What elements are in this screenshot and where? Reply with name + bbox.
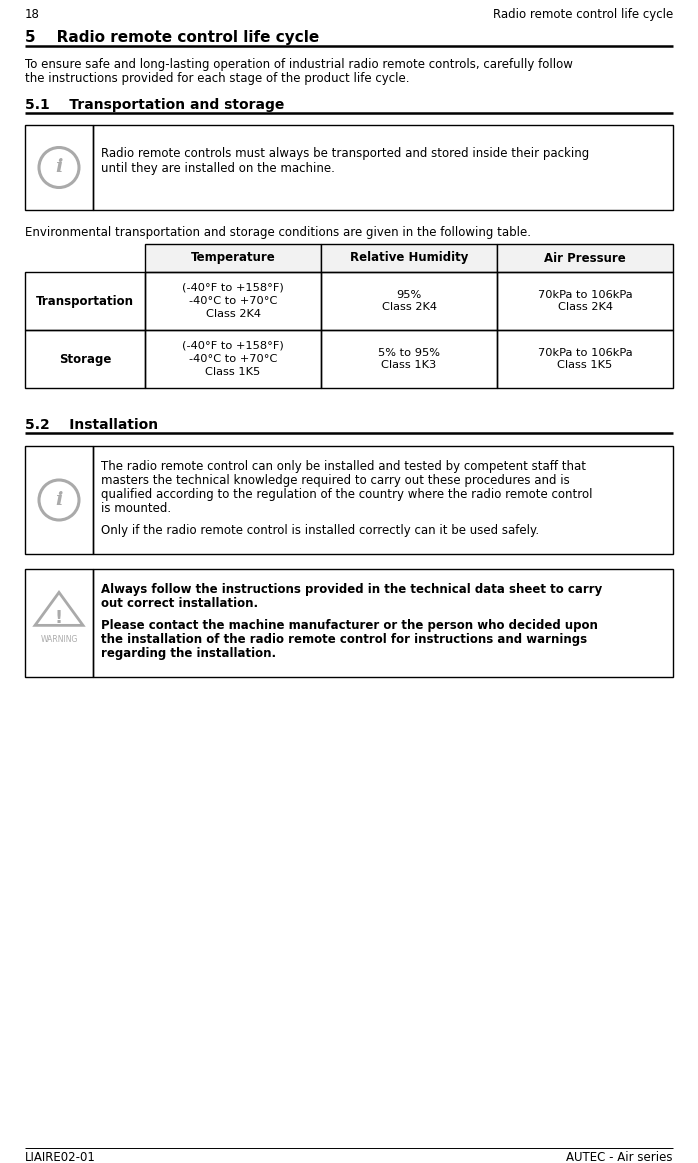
Bar <box>25 272 145 330</box>
Text: 5.2    Installation: 5.2 Installation <box>25 418 158 431</box>
Text: Class 1K5: Class 1K5 <box>558 361 613 371</box>
Bar <box>93 445 673 554</box>
Text: Class 2K4: Class 2K4 <box>382 302 436 313</box>
Text: -40°C to +70°C: -40°C to +70°C <box>189 354 277 364</box>
Text: 5    Radio remote control life cycle: 5 Radio remote control life cycle <box>25 30 319 45</box>
Text: 5% to 95%: 5% to 95% <box>378 348 440 357</box>
Bar <box>93 124 673 211</box>
Text: Only if the radio remote control is installed correctly can it be used safely.: Only if the radio remote control is inst… <box>101 525 539 537</box>
Text: Always follow the instructions provided in the technical data sheet to carry: Always follow the instructions provided … <box>101 583 602 595</box>
Bar <box>145 330 321 388</box>
Text: Environmental transportation and storage conditions are given in the following t: Environmental transportation and storage… <box>25 226 531 240</box>
Text: !: ! <box>55 609 63 627</box>
Bar <box>497 272 673 330</box>
Text: Air Pressure: Air Pressure <box>544 251 626 264</box>
Text: WARNING: WARNING <box>40 635 77 644</box>
Text: the installation of the radio remote control for instructions and warnings: the installation of the radio remote con… <box>101 633 587 645</box>
Text: LIAIRE02-01: LIAIRE02-01 <box>25 1151 96 1163</box>
Text: Class 1K3: Class 1K3 <box>381 361 437 371</box>
Text: Radio remote controls must always be transported and stored inside their packing: Radio remote controls must always be tra… <box>101 147 589 160</box>
Text: Class 1K5: Class 1K5 <box>205 368 260 377</box>
Bar <box>321 330 497 388</box>
Text: i: i <box>55 158 63 177</box>
Bar <box>497 330 673 388</box>
Text: masters the technical knowledge required to carry out these procedures and is: masters the technical knowledge required… <box>101 475 570 487</box>
Text: Relative Humidity: Relative Humidity <box>350 251 468 264</box>
Text: qualified according to the regulation of the country where the radio remote cont: qualified according to the regulation of… <box>101 488 593 501</box>
Text: To ensure safe and long-lasting operation of industrial radio remote controls, c: To ensure safe and long-lasting operatio… <box>25 58 573 71</box>
Text: Radio remote control life cycle: Radio remote control life cycle <box>493 8 673 21</box>
Text: 70kPa to 106kPa: 70kPa to 106kPa <box>537 290 632 300</box>
Bar <box>321 244 497 272</box>
Text: i: i <box>55 491 63 509</box>
Bar <box>497 244 673 272</box>
Text: Class 2K4: Class 2K4 <box>205 309 260 319</box>
Text: 18: 18 <box>25 8 40 21</box>
Text: Class 2K4: Class 2K4 <box>558 302 613 313</box>
Bar <box>25 124 93 211</box>
Text: 5.1    Transportation and storage: 5.1 Transportation and storage <box>25 98 284 112</box>
Text: 95%: 95% <box>396 290 422 300</box>
Text: Temperature: Temperature <box>191 251 276 264</box>
Text: 70kPa to 106kPa: 70kPa to 106kPa <box>537 348 632 357</box>
Bar <box>25 330 145 388</box>
Bar <box>145 272 321 330</box>
Text: -40°C to +70°C: -40°C to +70°C <box>189 297 277 306</box>
Text: Storage: Storage <box>59 352 111 365</box>
Bar <box>321 272 497 330</box>
Text: The radio remote control can only be installed and tested by competent staff tha: The radio remote control can only be ins… <box>101 461 586 473</box>
Text: Please contact the machine manufacturer or the person who decided upon: Please contact the machine manufacturer … <box>101 619 598 632</box>
Text: AUTEC - Air series: AUTEC - Air series <box>567 1151 673 1163</box>
Text: (-40°F to +158°F): (-40°F to +158°F) <box>182 341 284 351</box>
Text: the instructions provided for each stage of the product life cycle.: the instructions provided for each stage… <box>25 72 410 85</box>
Text: regarding the installation.: regarding the installation. <box>101 647 276 659</box>
Text: until they are installed on the machine.: until they are installed on the machine. <box>101 162 335 174</box>
Bar <box>93 569 673 677</box>
Bar <box>25 569 93 677</box>
Text: Transportation: Transportation <box>36 294 134 307</box>
Text: (-40°F to +158°F): (-40°F to +158°F) <box>182 283 284 293</box>
Text: out correct installation.: out correct installation. <box>101 597 258 611</box>
Bar <box>145 244 321 272</box>
Bar <box>25 445 93 554</box>
Text: is mounted.: is mounted. <box>101 502 171 515</box>
